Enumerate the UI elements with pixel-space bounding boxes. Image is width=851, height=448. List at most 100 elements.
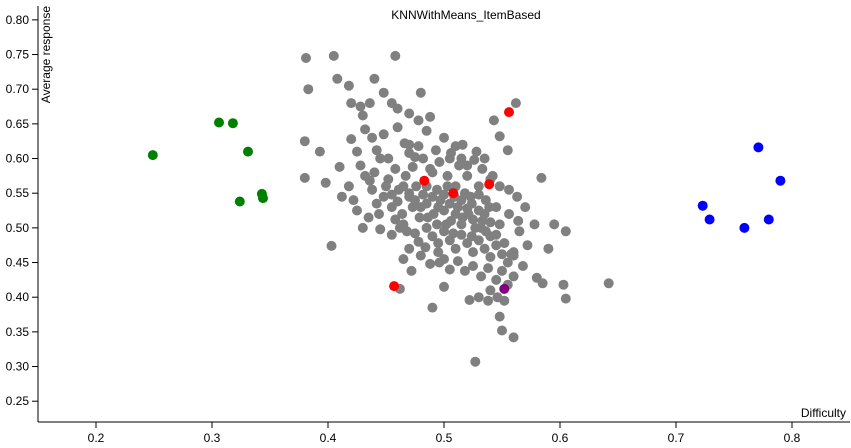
data-point: [392, 122, 403, 133]
data-point: [504, 184, 514, 195]
data-point: [346, 98, 357, 109]
data-point: [504, 209, 514, 219]
data-point: [471, 146, 482, 157]
data-point: [497, 249, 507, 260]
data-point: [346, 134, 357, 145]
data-point: [457, 212, 468, 223]
chart-title: KNNWithMeans_ItemBased: [391, 8, 540, 22]
data-point: [415, 250, 426, 261]
data-point: [517, 261, 528, 271]
data-point: [386, 189, 397, 200]
y-tick-label: 0.80: [6, 13, 30, 27]
data-point: [536, 172, 547, 183]
x-tick-label: 0.7: [668, 431, 685, 445]
data-point: [303, 84, 314, 95]
data-point: [483, 295, 494, 306]
data-point: [468, 214, 478, 225]
y-tick-label: 0.25: [6, 394, 30, 408]
data-point: [484, 179, 495, 190]
data-point: [415, 87, 426, 98]
data-point: [401, 226, 412, 237]
data-point: [378, 87, 389, 98]
data-point: [336, 191, 347, 202]
data-point: [456, 153, 467, 164]
data-point: [425, 111, 436, 122]
data-point: [326, 240, 337, 251]
data-point: [419, 175, 430, 186]
data-point: [234, 196, 245, 207]
data-point: [434, 257, 445, 268]
data-point: [413, 141, 424, 152]
data-point: [404, 188, 415, 199]
data-point: [425, 163, 436, 174]
data-point: [427, 231, 438, 242]
data-point: [427, 191, 438, 202]
data-point: [411, 181, 422, 192]
data-point: [466, 231, 477, 242]
data-point: [413, 115, 424, 126]
data-point: [375, 224, 386, 235]
data-point: [775, 175, 786, 186]
data-point: [494, 311, 505, 322]
data-point: [404, 108, 415, 119]
data-point: [470, 356, 481, 367]
x-tick-label: 0.3: [204, 431, 221, 445]
data-point: [543, 243, 554, 254]
y-tick-label: 0.45: [6, 256, 30, 270]
data-point: [473, 181, 484, 192]
data-point: [512, 191, 523, 202]
data-point: [502, 145, 513, 156]
data-point: [499, 295, 510, 306]
data-point: [508, 250, 519, 261]
data-point: [390, 50, 401, 61]
data-point: [418, 189, 429, 200]
data-point: [334, 161, 345, 172]
y-tick-label: 0.55: [6, 186, 30, 200]
data-point: [491, 240, 502, 251]
data-point: [560, 293, 571, 304]
y-tick-label: 0.40: [6, 290, 30, 304]
y-tick-label: 0.70: [6, 82, 30, 96]
x-tick-label: 0.2: [88, 431, 105, 445]
data-point: [357, 222, 368, 233]
data-point: [421, 125, 432, 136]
y-axis: 0.25 0.30 0.35 0.40 0.45 0.50 0.55 0.60 0.65 0.70…: [6, 6, 39, 422]
data-point: [367, 184, 378, 195]
data-point: [378, 191, 389, 202]
data-point: [485, 231, 496, 242]
x-axis: 0.2 0.3 0.4 0.5 0.6 0.7 0.8: [38, 421, 850, 445]
data-point: [258, 193, 268, 204]
data-point: [381, 181, 391, 192]
data-point: [479, 243, 490, 254]
series-1: [147, 117, 268, 207]
data-point: [364, 175, 375, 186]
data-point: [462, 170, 473, 181]
data-point: [369, 167, 380, 178]
data-point: [400, 170, 411, 181]
y-tick-label: 0.50: [6, 221, 30, 235]
data-point: [364, 98, 375, 109]
data-point: [558, 279, 569, 290]
series-3: [389, 107, 514, 292]
data-point: [508, 271, 519, 282]
data-point: [301, 53, 311, 63]
data-point: [367, 132, 378, 143]
data-point: [422, 212, 433, 223]
data-point: [371, 198, 382, 209]
data-point: [407, 161, 418, 172]
data-point: [494, 131, 505, 142]
data-point: [494, 219, 505, 230]
data-point: [497, 325, 507, 336]
data-point: [410, 152, 420, 163]
data-point: [476, 222, 487, 233]
data-point: [390, 163, 401, 174]
data-point: [332, 73, 343, 84]
data-point: [462, 160, 473, 171]
data-point: [473, 292, 484, 303]
data-point: [227, 118, 238, 129]
data-point: [420, 242, 431, 253]
data-point: [374, 209, 384, 219]
data-point: [243, 146, 253, 157]
data-point: [352, 205, 362, 216]
data-point: [397, 209, 408, 219]
